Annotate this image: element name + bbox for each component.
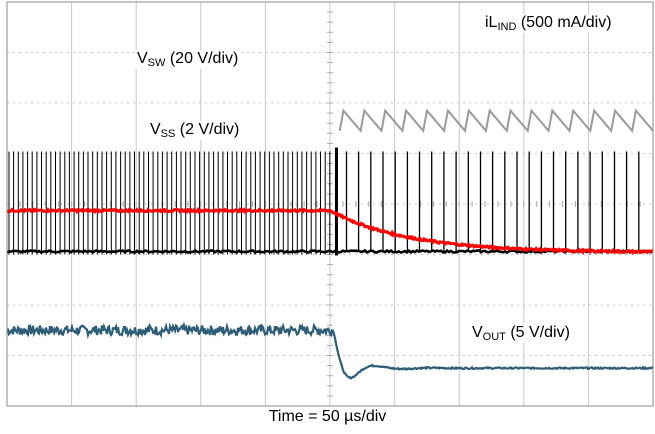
label-il-ind: iLIND (500 mA/div) [485, 14, 612, 33]
label-il-ind-bg [483, 14, 614, 33]
plot-border [6, 1, 654, 407]
label-vout-bg [470, 324, 572, 343]
label-vss: VSS (2 V/div) [150, 121, 239, 140]
trace-vss [6, 206, 654, 256]
trace-il-ind [338, 108, 654, 134]
trace-vout [6, 321, 654, 380]
traces [6, 108, 654, 380]
label-vsw-bg [135, 50, 241, 69]
x-axis-label: Time = 50 µs/div [268, 408, 387, 425]
label-vss-bg [148, 121, 242, 140]
trace-labels: VSW (20 V/div) VSS (2 V/div) iLIND (500 mA… [135, 14, 614, 343]
label-vsw: VSW (20 V/div) [137, 50, 238, 69]
label-vout: VOUT (5 V/div) [472, 324, 570, 343]
